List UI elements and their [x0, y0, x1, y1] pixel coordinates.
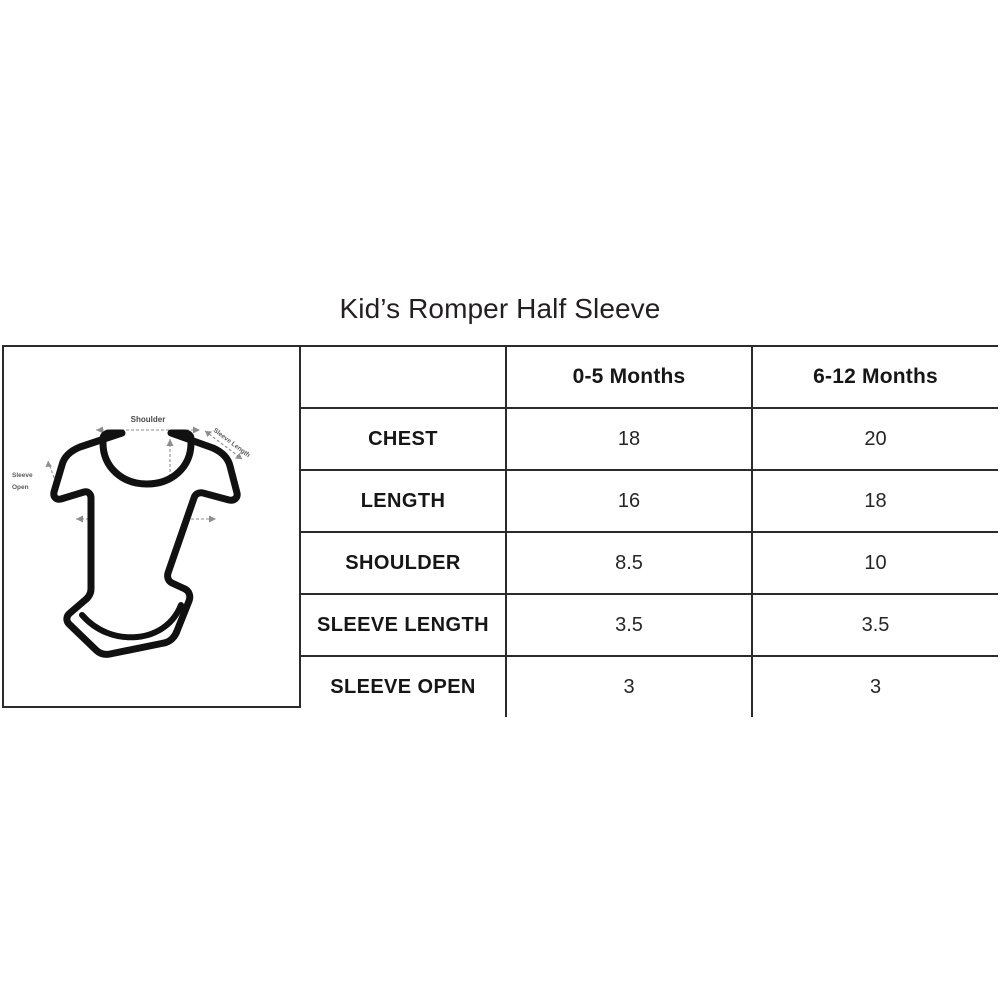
romper-body-outline — [50, 429, 241, 658]
page-title: Kid’s Romper Half Sleeve — [339, 293, 661, 324]
cell-chest-0-5: 18 — [505, 408, 753, 471]
row-label-sleeve-open: SLEEVE OPEN — [301, 655, 507, 717]
cell-sleeve-open-6-12: 3 — [751, 655, 998, 717]
header-size-0-5-months: 0-5 Months — [505, 347, 753, 409]
romper-diagram-svg: Shoulder Sleeve Length Sleeve Open — [12, 415, 251, 658]
header-size-6-12-months: 6-12 Months — [751, 347, 998, 409]
cell-sleeve-length-6-12: 3.5 — [751, 593, 998, 657]
cell-sleeve-open-0-5: 3 — [505, 655, 753, 717]
cell-shoulder-6-12: 10 — [751, 531, 998, 595]
sleeve-open-label-line2: Open — [12, 484, 29, 491]
cell-shoulder-0-5: 8.5 — [505, 531, 753, 595]
table-row: CHEST 18 20 — [301, 408, 998, 471]
row-label-sleeve-length: SLEEVE LENGTH — [301, 593, 507, 657]
table-row: SLEEVE OPEN 3 3 — [301, 655, 998, 717]
row-label-shoulder: SHOULDER — [301, 531, 507, 595]
measurement-table: 0-5 Months 6-12 Months CHEST 18 20 LENGT… — [301, 347, 998, 717]
row-label-length: LENGTH — [301, 469, 507, 533]
table-row: LENGTH 16 18 — [301, 469, 998, 533]
header-blank-cell — [301, 347, 507, 409]
cell-sleeve-length-0-5: 3.5 — [505, 593, 753, 657]
size-chart-container: Shoulder Sleeve Length Sleeve Open — [2, 345, 998, 717]
cell-chest-6-12: 20 — [751, 408, 998, 471]
table-row: SHOULDER 8.5 10 — [301, 531, 998, 595]
sleeve-open-label-line1: Sleeve — [12, 472, 33, 479]
sleeve-length-dimension — [204, 430, 243, 460]
cell-length-0-5: 16 — [505, 469, 753, 533]
cell-length-6-12: 18 — [751, 469, 998, 533]
row-label-chest: CHEST — [301, 408, 507, 471]
garment-diagram-panel: Shoulder Sleeve Length Sleeve Open — [4, 347, 301, 706]
table-row: SLEEVE LENGTH 3.5 3.5 — [301, 593, 998, 657]
table-header-row: 0-5 Months 6-12 Months — [301, 347, 998, 409]
shoulder-label: Shoulder — [131, 415, 166, 424]
crotch-opening-detail — [79, 602, 184, 641]
